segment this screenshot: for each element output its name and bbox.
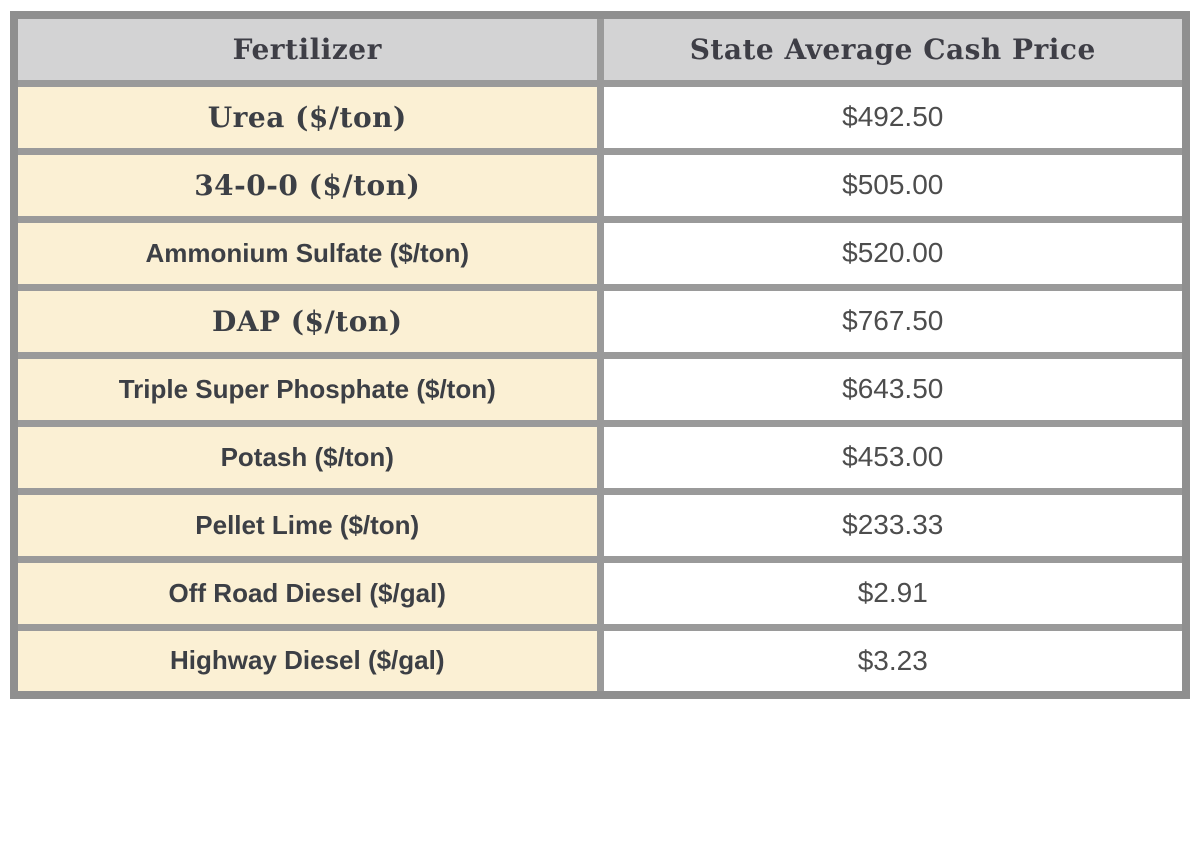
price-value: $505.00 [596,147,1190,223]
fertilizer-label: DAP ($/ton) [10,283,604,359]
fertilizer-price-table: Fertilizer State Average Cash Price Urea… [10,11,1190,699]
table-row: DAP ($/ton) $767.50 [10,283,1190,359]
table-row: Urea ($/ton) $492.50 [10,79,1190,155]
fertilizer-label: Pellet Lime ($/ton) [10,487,604,563]
table-row: Potash ($/ton) $453.00 [10,419,1190,495]
fertilizer-label: 34-0-0 ($/ton) [10,147,604,223]
price-value: $492.50 [596,79,1190,155]
column-header-price: State Average Cash Price [596,11,1190,87]
table-row: Ammonium Sulfate ($/ton) $520.00 [10,215,1190,291]
price-value: $767.50 [596,283,1190,359]
fertilizer-label: Potash ($/ton) [10,419,604,495]
fertilizer-label: Ammonium Sulfate ($/ton) [10,215,604,291]
table-row: 34-0-0 ($/ton) $505.00 [10,147,1190,223]
price-value: $3.23 [596,623,1190,699]
price-value: $643.50 [596,351,1190,427]
header-row: Fertilizer State Average Cash Price [10,11,1190,87]
fertilizer-label: Triple Super Phosphate ($/ton) [10,351,604,427]
fertilizer-label: Highway Diesel ($/gal) [10,623,604,699]
table-row: Triple Super Phosphate ($/ton) $643.50 [10,351,1190,427]
price-value: $520.00 [596,215,1190,291]
table-row: Pellet Lime ($/ton) $233.33 [10,487,1190,563]
table-row: Highway Diesel ($/gal) $3.23 [10,623,1190,699]
price-value: $453.00 [596,419,1190,495]
price-value: $2.91 [596,555,1190,631]
column-header-fertilizer: Fertilizer [10,11,604,87]
table-container: Fertilizer State Average Cash Price Urea… [10,11,1190,699]
price-value: $233.33 [596,487,1190,563]
table-body: Urea ($/ton) $492.50 34-0-0 ($/ton) $505.00… [10,79,1190,699]
table-header: Fertilizer State Average Cash Price [10,11,1190,87]
fertilizer-label: Off Road Diesel ($/gal) [10,555,604,631]
table-row: Off Road Diesel ($/gal) $2.91 [10,555,1190,631]
fertilizer-label: Urea ($/ton) [10,79,604,155]
